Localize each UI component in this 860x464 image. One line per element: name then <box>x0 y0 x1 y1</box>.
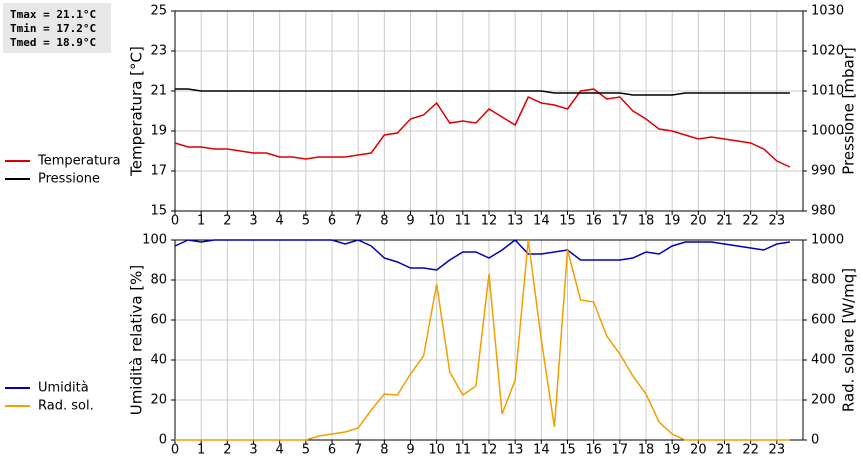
y-tick-label: 19 <box>150 124 167 139</box>
x-tick-label: 17 <box>612 443 629 458</box>
y-tick-label: 20 <box>150 393 167 408</box>
x-tick-label: 16 <box>585 214 602 229</box>
x-tick-label: 2 <box>223 214 231 229</box>
x-tick-label: 16 <box>585 443 602 458</box>
y2-tick-label: 200 <box>811 393 836 408</box>
x-tick-label: 18 <box>638 443 655 458</box>
series-line <box>174 238 791 271</box>
y2-tick-label: 400 <box>811 353 836 368</box>
x-tick-label: 12 <box>481 443 498 458</box>
x-tick-label: 12 <box>481 214 498 229</box>
y2-tick-label: 1030 <box>811 4 844 19</box>
x-tick-label: 11 <box>455 214 472 229</box>
x-tick-label: 3 <box>249 214 257 229</box>
y2-tick-label: 1020 <box>811 44 844 59</box>
legend-label: Pressione <box>38 172 100 187</box>
x-tick-label: 23 <box>769 443 786 458</box>
x-tick-label: 13 <box>507 214 524 229</box>
x-tick-label: 21 <box>716 443 733 458</box>
y-tick-label: 0 <box>159 433 167 448</box>
x-tick-label: 0 <box>171 443 179 458</box>
x-tick-label: 22 <box>742 214 759 229</box>
summary-bg <box>3 3 111 53</box>
summary-line: Tmed = 18.9°C <box>10 36 96 49</box>
x-tick-label: 19 <box>664 214 681 229</box>
x-tick-label: 23 <box>769 214 786 229</box>
legend-label: Rad. sol. <box>38 399 94 414</box>
x-tick-label: 13 <box>507 443 524 458</box>
x-tick-label: 9 <box>406 443 414 458</box>
series-line <box>174 88 791 168</box>
x-tick-label: 20 <box>690 443 707 458</box>
x-tick-label: 21 <box>716 214 733 229</box>
y2-tick-label: 1000 <box>811 124 844 139</box>
x-tick-label: 11 <box>455 443 472 458</box>
y-tick-label: 17 <box>150 164 167 179</box>
y-tick-label: 60 <box>150 313 167 328</box>
x-tick-label: 8 <box>380 443 388 458</box>
x-tick-label: 1 <box>197 443 205 458</box>
x-tick-label: 18 <box>638 214 655 229</box>
x-tick-label: 19 <box>664 443 681 458</box>
y2-axis-label: Rad. solare [W/mq] <box>840 268 858 412</box>
x-tick-label: 3 <box>249 443 257 458</box>
x-tick-label: 5 <box>302 214 310 229</box>
summary-line: Tmin = 17.2°C <box>10 22 96 35</box>
y-tick-label: 25 <box>150 4 167 19</box>
x-tick-label: 15 <box>559 214 576 229</box>
x-tick-label: 14 <box>533 214 550 229</box>
x-tick-label: 6 <box>328 214 336 229</box>
x-tick-label: 17 <box>612 214 629 229</box>
series-line <box>175 239 790 441</box>
x-tick-label: 10 <box>428 443 445 458</box>
x-tick-label: 0 <box>171 214 179 229</box>
x-tick-label: 5 <box>302 443 310 458</box>
y2-axis-label: Pressione [mbar] <box>840 47 858 175</box>
y-tick-label: 23 <box>150 44 167 59</box>
legend-label: Umidità <box>38 381 89 396</box>
x-tick-label: 20 <box>690 214 707 229</box>
x-tick-label: 10 <box>428 214 445 229</box>
y-tick-label: 40 <box>150 353 167 368</box>
y-tick-label: 15 <box>150 204 167 219</box>
y-tick-label: 80 <box>150 273 167 288</box>
y-tick-label: 100 <box>142 233 167 248</box>
x-tick-label: 4 <box>276 443 284 458</box>
y2-tick-label: 1000 <box>811 233 844 248</box>
y-tick-label: 21 <box>150 84 167 99</box>
y2-tick-label: 990 <box>811 164 836 179</box>
x-tick-label: 14 <box>533 443 550 458</box>
y2-tick-label: 1010 <box>811 84 844 99</box>
y2-tick-label: 600 <box>811 313 836 328</box>
x-tick-label: 7 <box>354 214 362 229</box>
x-tick-label: 2 <box>223 443 231 458</box>
legend-label: Temperatura <box>37 154 121 169</box>
x-tick-label: 1 <box>197 214 205 229</box>
x-tick-label: 8 <box>380 214 388 229</box>
y2-tick-label: 0 <box>811 433 819 448</box>
y2-tick-label: 800 <box>811 273 836 288</box>
y-axis-label: Temperatura [°C] <box>128 46 146 177</box>
y2-tick-label: 980 <box>811 204 836 219</box>
x-tick-label: 6 <box>328 443 336 458</box>
x-tick-label: 22 <box>742 443 759 458</box>
x-tick-label: 15 <box>559 443 576 458</box>
y-axis-label: Umidità relativa [%] <box>128 265 146 416</box>
x-tick-label: 7 <box>354 443 362 458</box>
x-tick-label: 9 <box>406 214 414 229</box>
x-tick-label: 4 <box>276 214 284 229</box>
series-line <box>175 88 790 96</box>
summary-box: Tmax = 21.1°C Tmin = 17.2°C Tmed = 18.9°… <box>3 3 111 53</box>
summary-line: Tmax = 21.1°C <box>10 8 96 21</box>
